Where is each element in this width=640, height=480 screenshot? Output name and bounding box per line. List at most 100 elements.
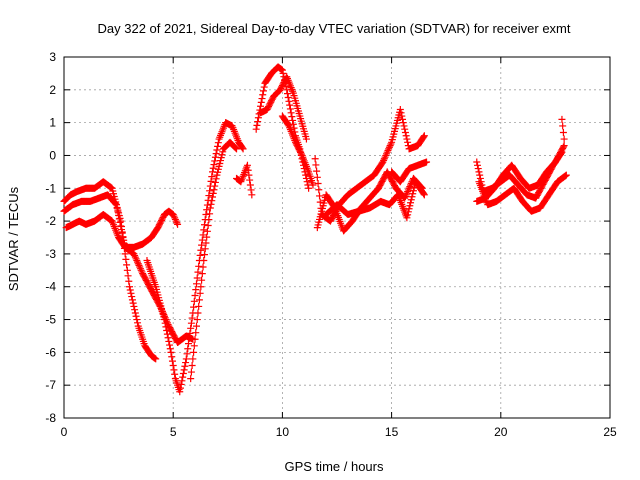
data-point bbox=[187, 319, 195, 327]
data-point bbox=[259, 87, 267, 95]
data-point bbox=[558, 115, 566, 123]
data-point bbox=[407, 196, 415, 204]
data-point bbox=[207, 177, 215, 185]
y-tick-label: -7 bbox=[45, 378, 56, 392]
data-point bbox=[133, 316, 141, 324]
data-point bbox=[169, 361, 177, 369]
data-point bbox=[208, 197, 216, 205]
data-point bbox=[170, 212, 178, 220]
data-point bbox=[136, 263, 144, 271]
data-point bbox=[383, 148, 391, 156]
data-point bbox=[312, 161, 320, 169]
data-point bbox=[285, 97, 293, 105]
x-axis-label: GPS time / hours bbox=[285, 459, 384, 474]
data-point bbox=[167, 348, 175, 356]
data-point bbox=[163, 330, 171, 338]
data-point bbox=[206, 210, 214, 218]
y-tick-label: -8 bbox=[45, 411, 56, 425]
data-point bbox=[404, 211, 412, 219]
x-tick-label: 20 bbox=[494, 425, 508, 439]
data-point bbox=[398, 112, 406, 120]
data-point bbox=[311, 155, 319, 163]
data-point bbox=[136, 265, 144, 273]
data-point bbox=[131, 252, 139, 260]
data-point bbox=[258, 95, 266, 103]
data-point bbox=[114, 208, 122, 216]
data-point bbox=[385, 143, 393, 151]
data-point bbox=[257, 102, 265, 110]
data-point bbox=[135, 261, 143, 269]
data-point bbox=[253, 121, 261, 129]
data-point bbox=[278, 66, 286, 74]
data-point bbox=[191, 335, 199, 343]
data-point bbox=[209, 189, 217, 197]
y-tick-label: 1 bbox=[49, 116, 56, 130]
data-point bbox=[313, 173, 321, 181]
data-point bbox=[134, 319, 142, 327]
data-point bbox=[188, 314, 196, 322]
data-point bbox=[309, 181, 317, 189]
data-point bbox=[171, 214, 179, 222]
data-point bbox=[197, 283, 205, 291]
y-axis-label: SDTVAR / TECUs bbox=[6, 186, 21, 291]
data-point bbox=[405, 205, 413, 213]
data-point bbox=[383, 150, 391, 158]
data-point bbox=[131, 306, 139, 314]
data-point bbox=[172, 217, 180, 225]
data-point bbox=[286, 105, 294, 113]
data-point bbox=[178, 377, 186, 385]
data-point bbox=[194, 309, 202, 317]
data-point bbox=[400, 122, 408, 130]
data-point bbox=[179, 373, 187, 381]
data-point bbox=[111, 199, 119, 207]
data-point bbox=[194, 268, 202, 276]
data-point bbox=[176, 384, 184, 392]
data-point bbox=[409, 190, 417, 198]
data-point bbox=[201, 251, 209, 259]
data-point bbox=[118, 226, 126, 234]
y-tick-label: -6 bbox=[45, 345, 56, 359]
data-point bbox=[252, 125, 260, 133]
data-point bbox=[113, 204, 121, 212]
data-point bbox=[191, 291, 199, 299]
data-point bbox=[117, 222, 125, 230]
data-point bbox=[406, 202, 414, 210]
data-point bbox=[126, 283, 134, 291]
data-point bbox=[206, 204, 214, 212]
data-point bbox=[133, 256, 141, 264]
data-point bbox=[116, 218, 124, 226]
data-point bbox=[315, 186, 323, 194]
x-tick-label: 25 bbox=[603, 425, 617, 439]
data-point bbox=[254, 118, 262, 126]
data-point bbox=[189, 355, 197, 363]
data-point bbox=[559, 128, 567, 136]
data-point bbox=[403, 214, 411, 222]
data-point bbox=[181, 362, 189, 370]
data-point bbox=[260, 83, 268, 91]
data-point bbox=[166, 341, 174, 349]
data-point bbox=[210, 161, 218, 169]
data-point bbox=[190, 303, 198, 311]
data-point bbox=[121, 250, 129, 258]
data-point bbox=[201, 221, 209, 229]
data-point bbox=[163, 326, 171, 334]
data-point bbox=[183, 350, 191, 358]
data-point bbox=[475, 168, 483, 176]
data-point bbox=[177, 380, 185, 388]
y-tick-label: -5 bbox=[45, 313, 56, 327]
data-point bbox=[198, 241, 206, 249]
data-point bbox=[193, 274, 201, 282]
data-point bbox=[559, 122, 567, 130]
grid bbox=[64, 57, 610, 418]
data-point bbox=[214, 139, 222, 147]
data-point bbox=[562, 171, 570, 179]
data-point bbox=[380, 156, 388, 164]
data-point bbox=[560, 135, 568, 143]
data-point bbox=[407, 199, 415, 207]
data-point bbox=[248, 191, 256, 199]
data-point bbox=[476, 174, 484, 182]
data-point bbox=[474, 165, 482, 173]
data-point bbox=[188, 361, 196, 369]
data-point bbox=[192, 329, 200, 337]
data-point bbox=[192, 280, 200, 288]
